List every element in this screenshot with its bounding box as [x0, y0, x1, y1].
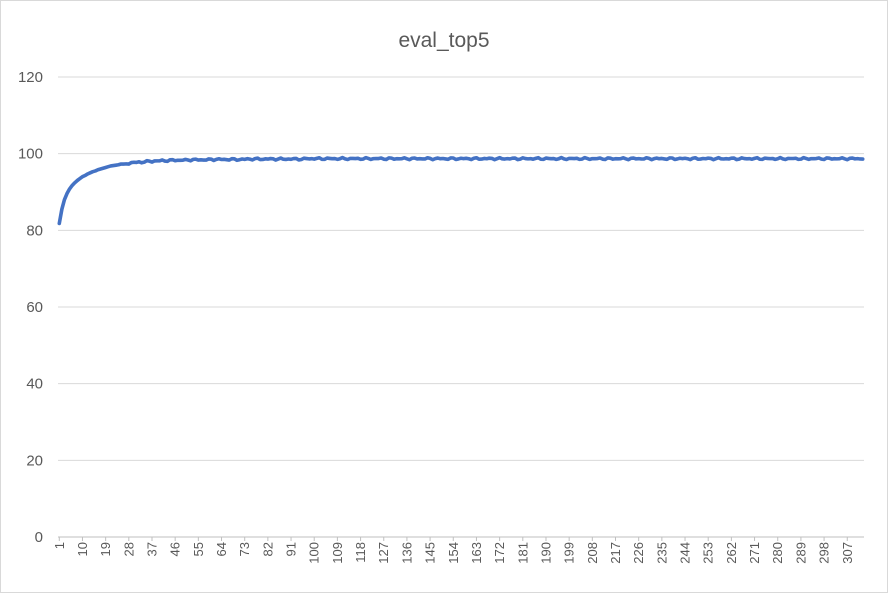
- y-tick-label: 20: [26, 452, 43, 469]
- x-tick-label: 127: [376, 542, 391, 564]
- x-tick-label: 280: [770, 542, 785, 564]
- x-tick-label: 298: [817, 542, 832, 564]
- x-tick-label: 91: [284, 542, 299, 556]
- x-tick-label: 253: [701, 542, 716, 564]
- y-axis-tick-labels: 0 20 40 60 80 100 120: [18, 69, 43, 546]
- x-tick-label: 172: [492, 542, 507, 564]
- x-tick-label: 28: [121, 542, 136, 556]
- y-tick-label: 40: [26, 376, 43, 393]
- y-tick-label: 0: [35, 529, 43, 546]
- chart-title: eval_top5: [398, 29, 489, 52]
- x-tick-label: 37: [144, 542, 159, 556]
- x-tick-label: 244: [678, 542, 693, 564]
- x-tick-label: 217: [608, 542, 623, 564]
- x-tick-label: 289: [793, 542, 808, 564]
- x-tick-label: 73: [237, 542, 252, 556]
- x-tick-label: 118: [353, 542, 368, 563]
- gridlines: [58, 76, 864, 461]
- x-tick-label: 199: [562, 542, 577, 564]
- x-tick-label: 64: [214, 542, 229, 556]
- x-tick-label: 1: [52, 542, 67, 549]
- x-tick-label: 136: [399, 542, 414, 564]
- x-tick-label: 145: [423, 542, 438, 564]
- x-axis-tick-labels: 1 10 19 28 37 46 55 64 73 82 91 100 109 118 127 136 145 1…: [52, 537, 855, 564]
- y-tick-label: 120: [18, 69, 43, 86]
- x-tick-label: 271: [747, 542, 762, 564]
- y-tick-label: 60: [26, 299, 43, 316]
- x-tick-label: 163: [469, 542, 484, 564]
- x-tick-label: 226: [631, 542, 646, 564]
- series-layer: [57, 155, 865, 226]
- x-tick-label: 46: [168, 542, 183, 556]
- x-tick-label: 262: [724, 542, 739, 564]
- x-tick-label: 10: [75, 542, 90, 556]
- x-tick-label: 19: [98, 542, 113, 556]
- x-tick-label: 109: [330, 542, 345, 564]
- x-tick-label: 55: [191, 542, 206, 556]
- x-tick-label: 307: [840, 542, 855, 564]
- y-tick-label: 100: [18, 146, 43, 163]
- series-line-0: [57, 155, 865, 226]
- x-tick-label: 190: [538, 542, 553, 564]
- x-tick-label: 235: [654, 542, 669, 564]
- x-tick-label: 100: [307, 542, 322, 564]
- x-tick-label: 208: [585, 542, 600, 564]
- x-tick-label: 154: [446, 542, 461, 564]
- y-tick-label: 80: [26, 222, 43, 239]
- x-tick-label: 82: [260, 542, 275, 556]
- x-tick-label: 181: [515, 542, 530, 564]
